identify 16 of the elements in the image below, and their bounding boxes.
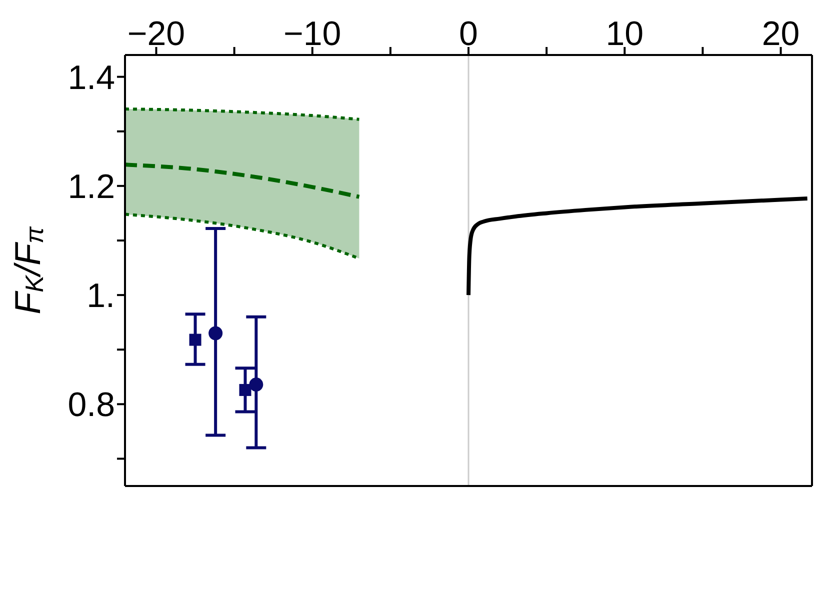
y-tick-label: 1.2 <box>68 168 115 206</box>
line-series <box>125 108 361 121</box>
point <box>189 334 202 346</box>
x-tick-label: −10 <box>284 15 342 53</box>
x-tick-label: −20 <box>127 15 186 53</box>
line-series <box>125 162 362 199</box>
x-tick-label: 0 <box>459 15 478 53</box>
point <box>239 384 252 396</box>
point <box>208 326 223 340</box>
y-tick-label: 0.8 <box>68 386 115 424</box>
x-tick-label: 10 <box>606 15 644 53</box>
y-tick-label: 1. <box>86 277 115 316</box>
point <box>249 378 264 392</box>
x-tick-label: 20 <box>762 15 800 53</box>
y-tick-label: 1.4 <box>68 58 115 97</box>
line-series <box>466 196 810 298</box>
